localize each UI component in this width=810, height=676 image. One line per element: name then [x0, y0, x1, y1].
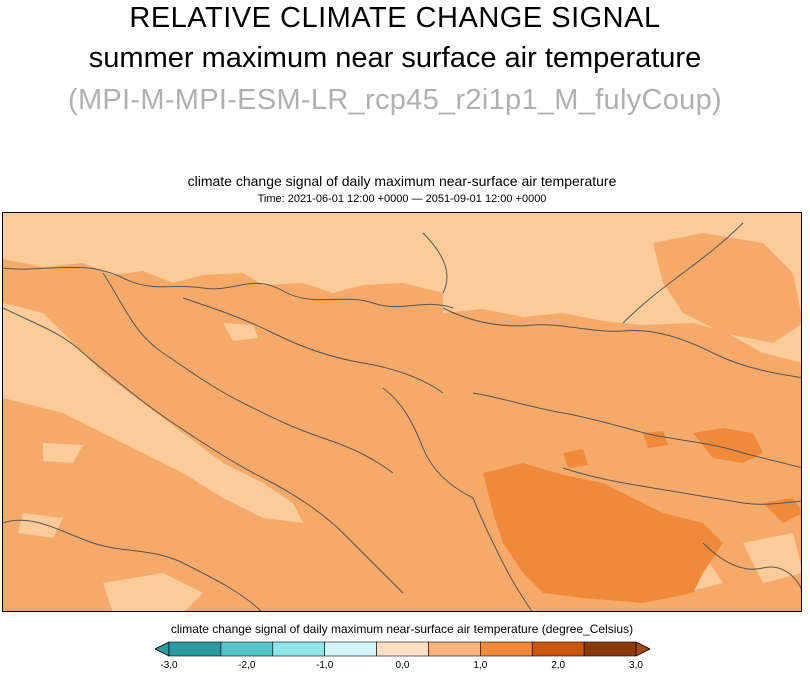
- map-svg: [3, 213, 801, 611]
- colorbar-segment: [531, 641, 585, 657]
- colorbar-tick-label: -1,0: [316, 660, 334, 671]
- plot-title: climate change signal of daily maximum n…: [187, 173, 617, 189]
- colorbar-segment: [428, 641, 481, 657]
- colorbar-under-arrow: [154, 641, 170, 657]
- country-borders: [3, 222, 801, 611]
- header-title: RELATIVE CLIMATE CHANGE SIGNAL: [129, 2, 661, 34]
- colorbar-segment: [376, 641, 429, 657]
- colorbar-tick-label: 2,0: [551, 660, 566, 671]
- colorbar-over-arrow: [635, 641, 651, 657]
- colorbar-tick-label: 1,0: [473, 660, 488, 671]
- colorbar: -3,0 -2,0 -1,0 0,0 1,0 2,0 3,0: [154, 638, 651, 676]
- plot-time-range: Time: 2021-06-01 12:00 +0000 — 2051-09-0…: [257, 193, 547, 205]
- colorbar-segment: [168, 641, 222, 657]
- map-panel: [2, 212, 802, 612]
- variable-label: maximum near surface air temperature: [193, 42, 702, 74]
- medium-signal-patch: [653, 233, 801, 343]
- colorbar-segment: [272, 641, 325, 657]
- colorbar-segment: [324, 641, 377, 657]
- colorbar-segment: [220, 641, 274, 657]
- colorbar-svg: [154, 641, 651, 657]
- model-label: (MPI-M-MPI-ESM-LR_rcp45_r2i1p1_M_fulyCou…: [67, 84, 722, 116]
- colorbar-tick-label: 3,0: [629, 660, 643, 671]
- header: RELATIVE CLIMATE CHANGE SIGNAL summer ma…: [0, 0, 810, 140]
- colorbar-segment: [480, 641, 533, 657]
- colorbar-tick-label: 0,0: [395, 660, 410, 671]
- colorbar-tick-label: -2,0: [238, 660, 256, 671]
- colorbar-segment: [583, 641, 637, 657]
- header-subtitle: summer maximum near surface air temperat…: [0, 42, 790, 75]
- colorbar-tick-label: -3,0: [160, 660, 178, 671]
- season-label: summer: [88, 42, 194, 74]
- colorbar-title: climate change signal of daily maximum n…: [170, 622, 634, 636]
- colorbar-segments: [168, 641, 637, 657]
